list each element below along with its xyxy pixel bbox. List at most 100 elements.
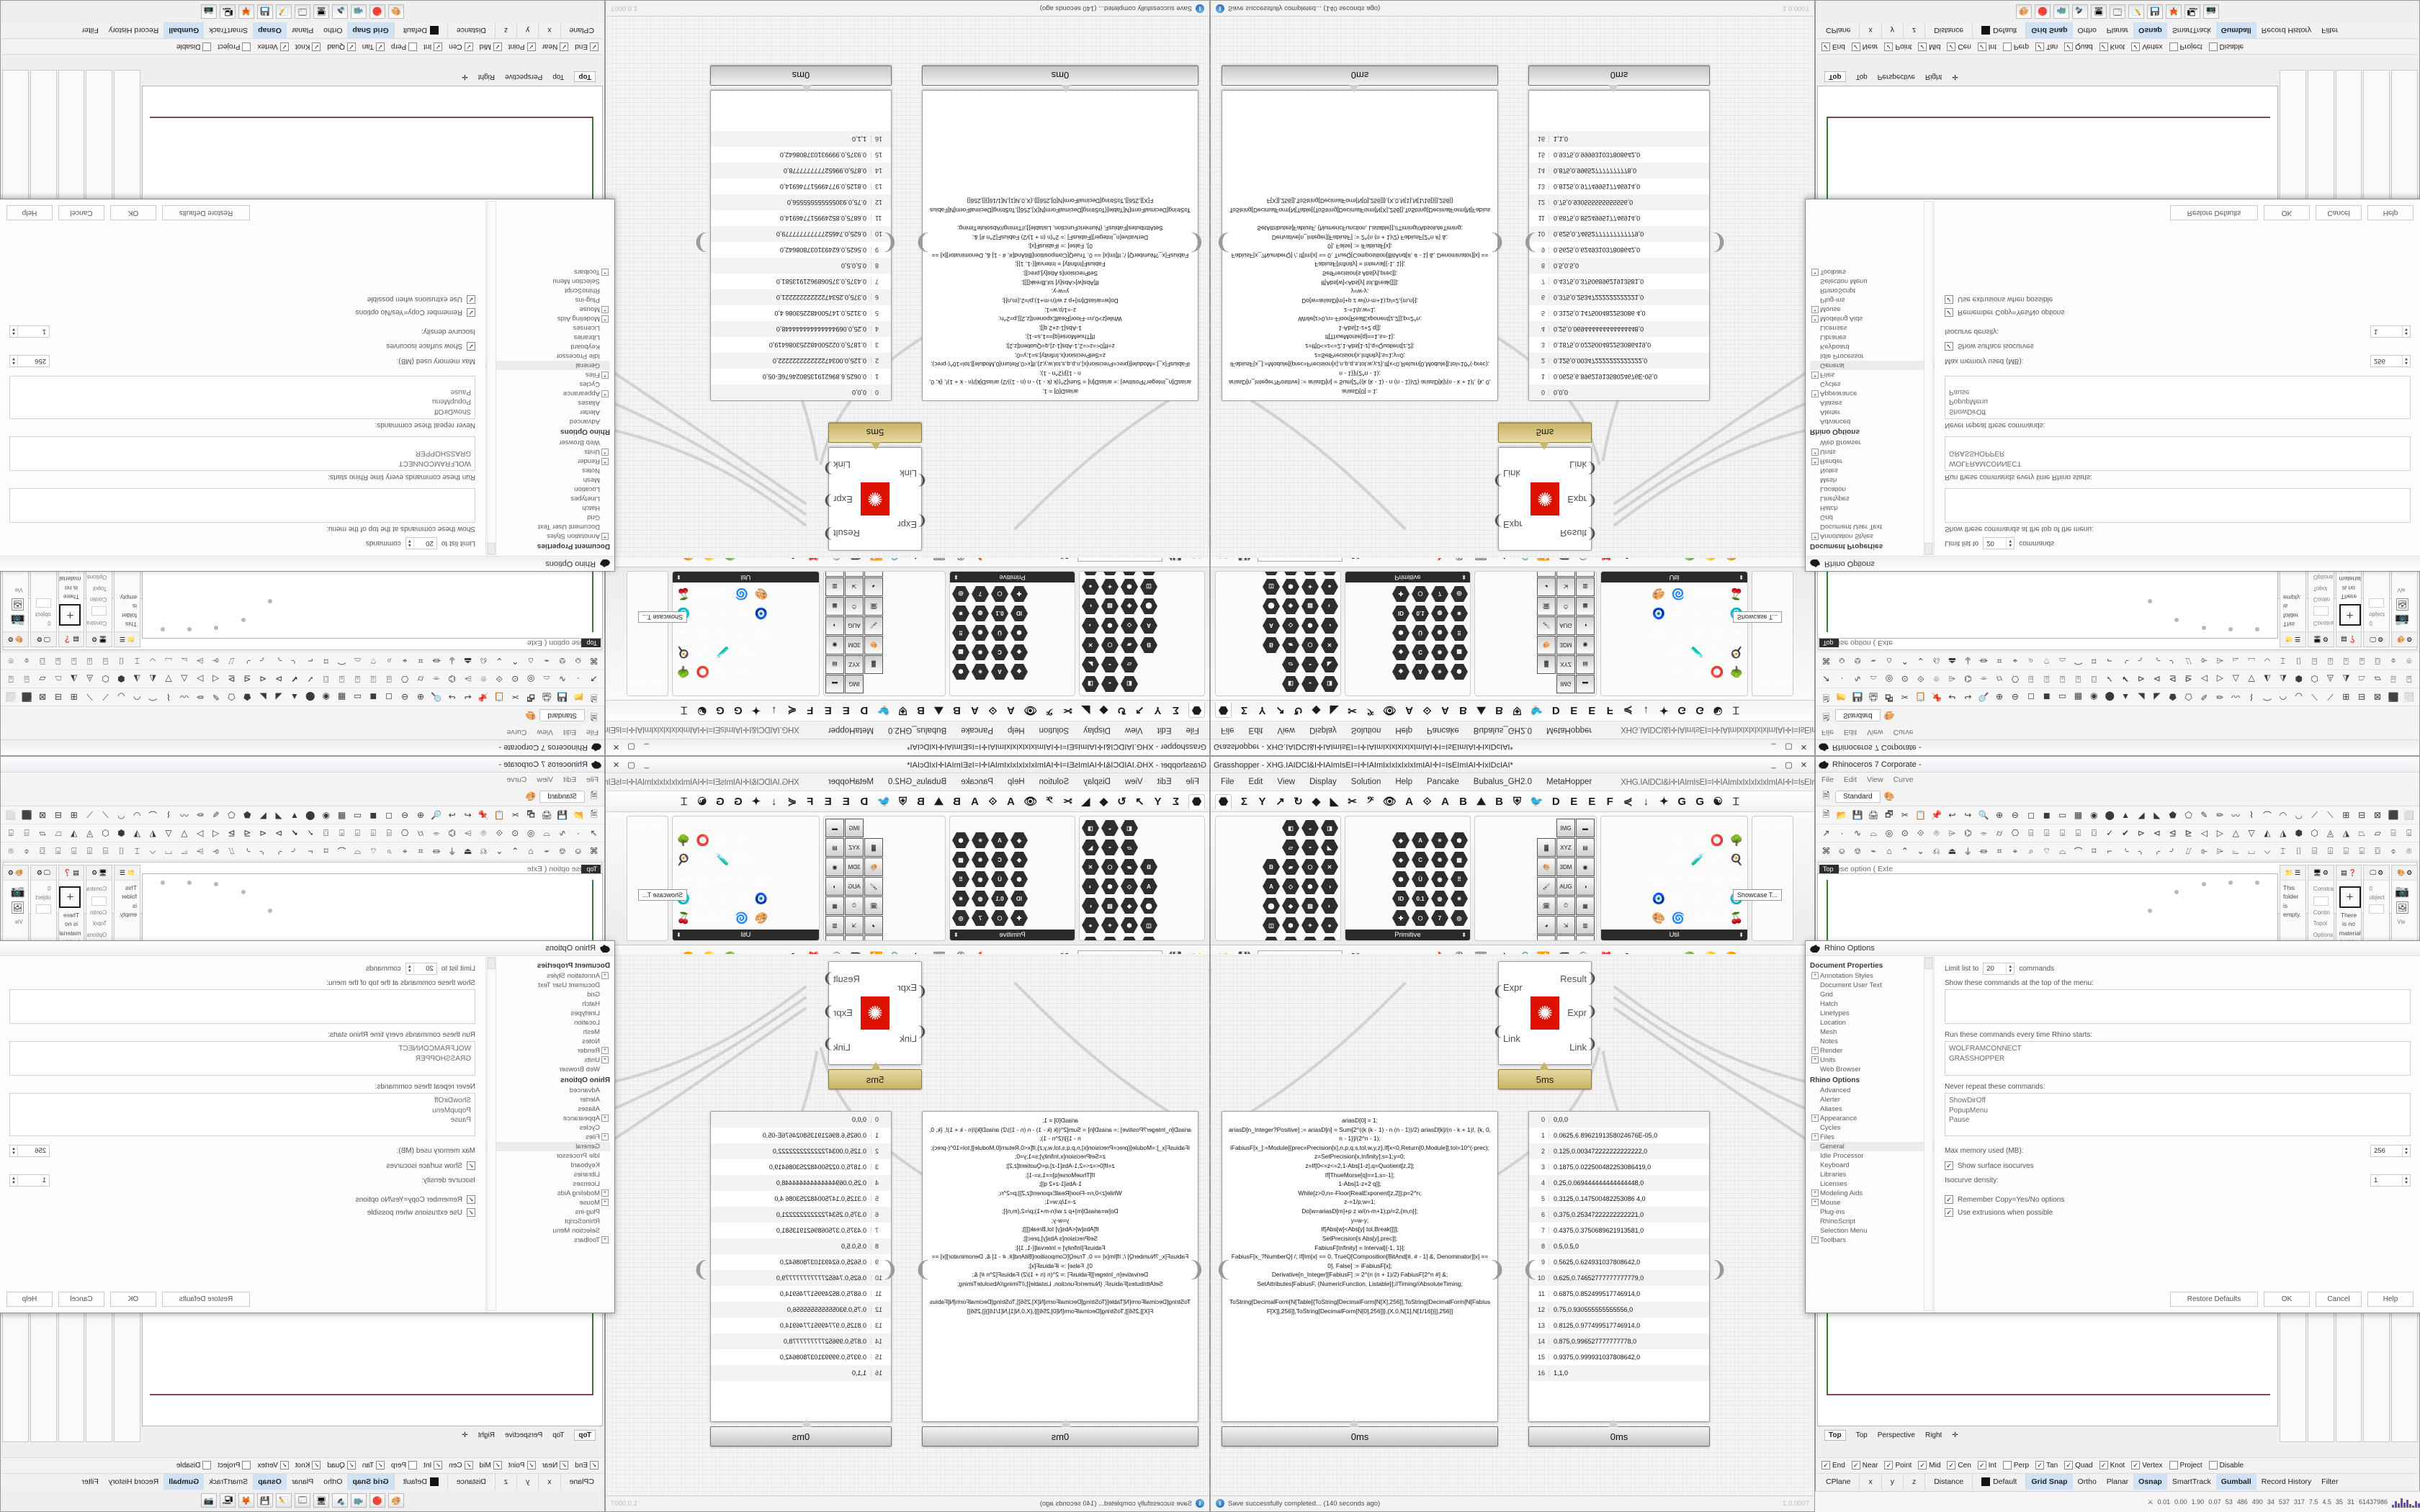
page-icon[interactable]: 🗎 <box>590 790 598 801</box>
rhino-toolbar-icon[interactable]: ⌑ <box>2092 846 2097 856</box>
rhino-toolbar-icon[interactable]: ↩ <box>464 810 472 820</box>
rhino-options-dialog[interactable]: Rhino Options Document Properties + Annot… <box>0 940 615 1313</box>
rhino-toolbar-icon[interactable]: ⌃ <box>511 846 519 856</box>
ribbon-component-icon[interactable]: ◕ <box>1537 577 1556 596</box>
rhino-toolbar-icon[interactable]: ⌶ <box>2280 845 2286 856</box>
wolfram-expression-component[interactable]: Expr Link ✺ Result Expr Link ❨ ❨ ❩ ❩ <box>1492 447 1597 551</box>
rhino-toolbar-icon[interactable]: ⏚ <box>447 846 457 857</box>
rhino-toolbar-icon[interactable]: 🗎 <box>590 693 598 703</box>
ribbon-component-icon[interactable]: 🧿 <box>1649 604 1668 623</box>
grasshopper-tab-16[interactable]: ⛨ <box>1512 704 1522 717</box>
rhino-toolbar-icon[interactable]: 〰 <box>2231 810 2241 821</box>
osnap-knot[interactable]: ✓ Knot <box>2099 42 2125 51</box>
options-tree-item-files[interactable]: + Files <box>486 1133 610 1142</box>
menu-metahopper[interactable]: MetaHopper <box>1546 726 1592 734</box>
rhino-toolbar-icon[interactable]: ⏛ <box>1979 655 1989 666</box>
grasshopper-tab-8[interactable]: 𝄢 <box>1046 704 1054 717</box>
grasshopper-tab-25[interactable]: G <box>733 795 743 808</box>
osnap-disable[interactable]: Disable <box>176 42 212 51</box>
grasshopper-tab-20[interactable]: E <box>1588 704 1596 717</box>
quadrant-top-right[interactable]: Grasshopper - XHG.IAIDCI&I✛IAImIsEI=I✛IA… <box>1210 0 2420 756</box>
rhino-toolbar-icon[interactable]: ⬡ <box>2311 674 2318 684</box>
ribbon-component-icon[interactable]: ✷ <box>1450 604 1469 623</box>
ribbon-component-icon[interactable]: ▤ <box>694 624 712 642</box>
grasshopper-tab-7[interactable]: ✂ <box>1348 795 1357 808</box>
grasshopper-tab-9[interactable]: 👁 <box>1023 795 1037 808</box>
ribbon-component-icon[interactable]: ⭕ <box>1708 662 1726 681</box>
rhino-toolbar-icon[interactable]: ⌔ <box>369 656 377 667</box>
close-button[interactable]: ✕ <box>612 742 620 752</box>
rhino-toolbar-icon[interactable]: ⊠ <box>2374 692 2382 702</box>
grasshopper-tab-15[interactable]: B <box>1495 795 1503 808</box>
rhino-toolbar-icon[interactable]: ◮ <box>2342 828 2349 838</box>
show-isocurves-row[interactable]: ✓ Show surface isocurves <box>9 342 475 351</box>
scatter-point[interactable] <box>161 881 165 885</box>
ribbon-component-icon[interactable]: ▤ <box>1576 655 1595 674</box>
rhino-toolbar-icon[interactable]: ⌬ <box>448 674 456 684</box>
rhino-toolbar-icon[interactable]: ⌼ <box>40 656 45 667</box>
ribbon-component-icon[interactable]: ◫ <box>1262 577 1281 596</box>
ribbon-component-icon[interactable]: ◉ <box>825 858 844 876</box>
ribbon-component-icon[interactable]: 🗓 <box>1537 597 1556 616</box>
output-port-expr[interactable]: Expr <box>1567 493 1587 505</box>
rhino-toolbar-icon[interactable]: ⌺ <box>354 827 361 838</box>
ribbon-component-icon[interactable]: ▤ <box>713 585 732 603</box>
rhino-toolbar-icon[interactable]: ⌺ <box>71 656 77 667</box>
input-port-link[interactable]: Link <box>900 468 917 479</box>
rhino-menu-edit[interactable]: Edit <box>1843 728 1857 737</box>
showcase-component-icon[interactable]: 🕶 <box>647 819 664 837</box>
options-tree-item-files[interactable]: + Files <box>1810 370 1934 379</box>
ribbon-component-icon[interactable]: ⤓ <box>825 571 844 577</box>
run-commands-textarea[interactable]: WOLFRAMCONNECT GRASSHOPPER <box>9 436 475 471</box>
grasshopper-tab-7[interactable]: ✂ <box>1063 795 1072 808</box>
options-tree-item-location[interactable]: Location <box>486 485 610 494</box>
ribbon-component-icon[interactable]: ⤓ <box>1576 935 1595 940</box>
limit-list-input[interactable]: 20 ▲ ▼ <box>405 963 437 975</box>
ribbon-component-icon[interactable]: ◓ <box>1101 655 1119 674</box>
rhino-toolbar-icon[interactable]: 🗎 <box>1822 809 1830 819</box>
checkbox-icon[interactable]: ✓ <box>1821 42 1830 51</box>
checkbox-icon[interactable]: ✓ <box>1977 42 1986 51</box>
osnap-int[interactable]: ✓ Int <box>424 42 443 51</box>
ribbon-component-icon[interactable]: PDB <box>864 935 883 941</box>
toolbar-tab-standard[interactable]: Standard <box>1835 790 1881 803</box>
rhino-toolbar-icon[interactable]: ⬤ <box>305 810 315 820</box>
rhino-toolbar-icon[interactable]: ⬡ <box>2311 828 2318 838</box>
ribbon-component-icon[interactable]: ◣ <box>1320 655 1339 674</box>
rhino-toolbar-icon[interactable]: ◉ <box>322 692 330 702</box>
ribbon-component-icon[interactable]: ◩ <box>1262 935 1281 940</box>
statusbar-toggle-grid-snap[interactable]: Grid Snap <box>2026 22 2073 38</box>
max-memory-input[interactable]: 256 ▲ ▼ <box>2370 1145 2411 1157</box>
rhino-toolbar-icon[interactable]: ⊕ <box>416 810 424 820</box>
grasshopper-tab-18[interactable]: D <box>1551 704 1560 717</box>
checkbox-icon[interactable] <box>2169 1461 2178 1470</box>
osnap-disable[interactable]: Disable <box>2208 42 2244 51</box>
ribbon-component-icon[interactable]: ID <box>1392 604 1410 623</box>
ribbon-component-icon[interactable]: ▦ <box>825 597 844 616</box>
ribbon-component-icon[interactable]: ◆ <box>1120 597 1139 616</box>
tree-scrollbar[interactable] <box>1924 201 1933 555</box>
rhino-toolbar-icon[interactable]: ⟋ <box>102 692 109 703</box>
rhino-toolbar-icon[interactable]: ⌘ <box>589 846 599 856</box>
ribbon-component-icon[interactable]: ◧ <box>1281 675 1300 693</box>
ribbon-component-icon[interactable]: 🌳 <box>1727 831 1746 850</box>
menu-solution[interactable]: Solution <box>1350 726 1381 734</box>
ribbon-component-icon[interactable]: ▬ <box>825 675 844 693</box>
grasshopper-tab-2[interactable]: Y <box>1258 795 1266 808</box>
rhino-toolbar-icon[interactable]: 🔍 <box>1978 692 1989 702</box>
viewport-tab-top-active[interactable]: Top <box>574 71 596 83</box>
rhino-toolbar-icon[interactable]: ⌬ <box>1964 674 1972 684</box>
ribbon-component-icon[interactable]: 🖌 <box>864 877 883 896</box>
mini-input[interactable] <box>35 904 51 914</box>
rhino-toolbar-icon[interactable]: ⌽ <box>24 845 30 856</box>
ribbon-component-icon[interactable]: ➡ <box>1727 870 1746 888</box>
ribbon-component-icon[interactable]: ◎ <box>1450 585 1469 603</box>
rhino-toolbar-icon[interactable]: ⏏ <box>463 656 472 666</box>
rhino-toolbar-icon[interactable]: ⌲ <box>2216 845 2223 856</box>
ok-button[interactable]: OK <box>110 1292 156 1307</box>
ribbon-component-icon[interactable]: ◒ <box>1301 819 1319 837</box>
ribbon-component-icon[interactable]: A <box>990 831 1009 850</box>
rhino-toolbar-icon[interactable]: 🖨 <box>541 692 552 702</box>
ribbon-component-icon[interactable]: ▥ <box>1576 916 1595 935</box>
wolfram-expression-component[interactable]: Expr Link ✺ Result Expr Link ❨ ❨ ❩ ❩ <box>1492 961 1597 1065</box>
